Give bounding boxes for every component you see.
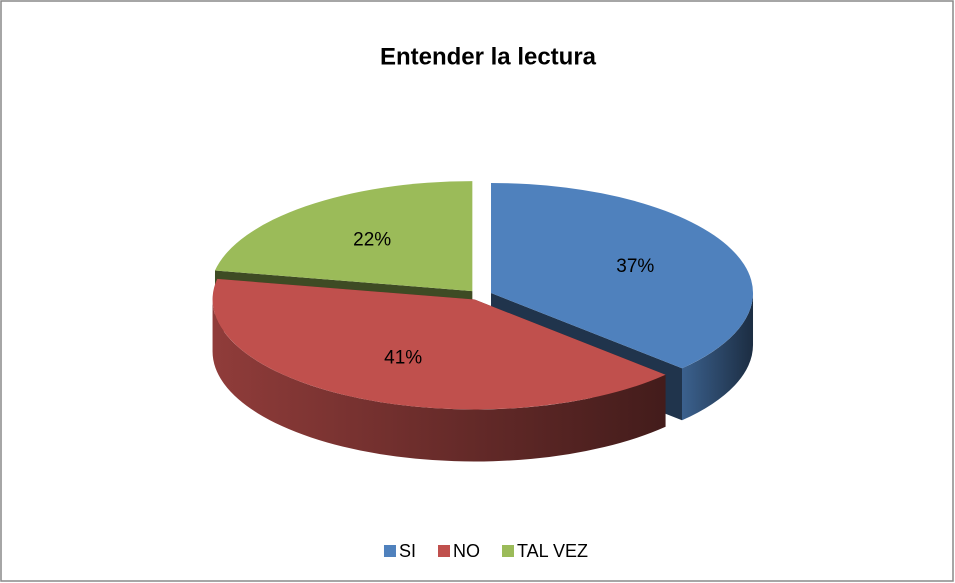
slice	[212, 278, 666, 410]
data-label: 22%	[353, 229, 391, 250]
slice-side	[212, 299, 666, 462]
legend-label: SI	[399, 541, 416, 561]
legend: SI NO TAL VEZ	[383, 541, 588, 561]
slice	[214, 181, 473, 292]
slice-side	[682, 293, 754, 421]
chart-title: Entender la lectura	[380, 43, 597, 70]
slice	[491, 183, 754, 369]
data-label: 37%	[616, 256, 654, 277]
legend-swatch	[502, 545, 514, 557]
data-label: 41%	[384, 347, 422, 368]
legend-swatch	[383, 545, 396, 557]
legend-label: TAL VEZ	[517, 541, 588, 561]
pie: 37% 41% 22%	[212, 181, 754, 462]
legend-swatch	[438, 545, 450, 557]
legend-label: NO	[453, 541, 480, 561]
